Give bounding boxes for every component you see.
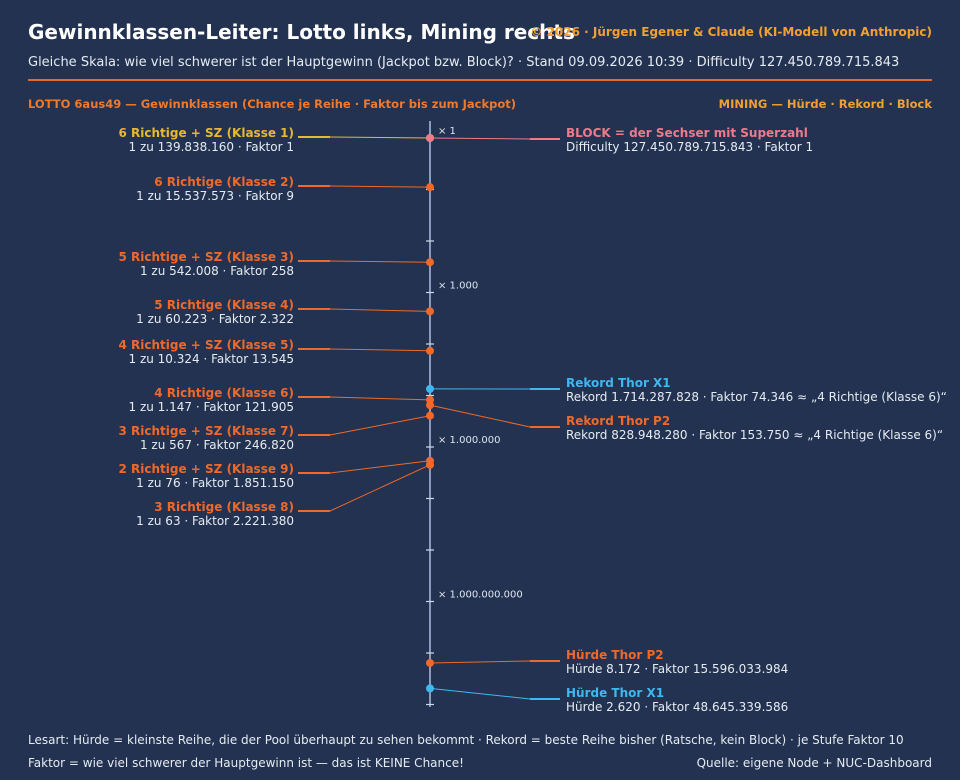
lotto-title: 6 Richtige + SZ (Klasse 1) xyxy=(118,126,294,140)
mining-marker xyxy=(426,684,434,693)
mining-title: Rekord Thor X1 xyxy=(566,376,671,390)
mining-connector xyxy=(429,660,531,664)
mining-detail: Rekord 1.714.287.828 · Faktor 74.346 ≈ „… xyxy=(566,390,947,404)
lotto-connector xyxy=(329,396,431,401)
mining-label: Hürde Thor X1 Hürde 2.620 · Faktor 48.645… xyxy=(566,686,788,714)
mining-detail: Rekord 828.948.280 · Faktor 153.750 ≈ „4… xyxy=(566,428,944,442)
lotto-connector xyxy=(329,136,431,139)
mining-detail: Hürde 2.620 · Faktor 48.645.339.586 xyxy=(566,700,789,714)
header-divider xyxy=(28,79,932,81)
footer-legend: Lesart: Hürde = kleinste Reihe, die der … xyxy=(28,733,904,747)
lotto-label: 2 Richtige + SZ (Klasse 9) 1 zu 76 · Fakt… xyxy=(119,462,294,490)
lotto-connector xyxy=(329,260,431,263)
lotto-title: 3 Richtige (Klasse 8) xyxy=(154,500,294,514)
mining-marker xyxy=(426,384,434,393)
mining-connector xyxy=(429,137,531,140)
scale-label: × 1 xyxy=(438,126,456,137)
lotto-title: 6 Richtige (Klasse 2) xyxy=(154,175,294,189)
mining-marker xyxy=(426,134,434,142)
lotto-title: 3 Richtige + SZ (Klasse 7) xyxy=(118,424,294,438)
lotto-marker xyxy=(426,307,434,316)
lotto-label: 5 Richtige + SZ (Klasse 3) 1 zu 542.008 ·… xyxy=(119,250,294,278)
scale-label: × 1.000.000.000 xyxy=(438,590,523,601)
copyright-notice: © 2026 · Jürgen Egener & Claude (KI-Mode… xyxy=(530,25,932,39)
lotto-connector xyxy=(329,185,431,188)
mining-title: Hürde Thor X1 xyxy=(566,686,665,700)
scale-label: × 1.000.000 xyxy=(438,435,500,446)
lotto-title: 2 Richtige + SZ (Klasse 9) xyxy=(118,462,294,476)
lotto-title: 5 Richtige + SZ (Klasse 3) xyxy=(118,250,294,264)
lotto-detail: 1 zu 1.147 · Faktor 121.905 xyxy=(128,400,295,414)
lotto-label: 4 Richtige + SZ (Klasse 5) 1 zu 10.324 · … xyxy=(119,338,294,366)
page-title: Gewinnklassen-Leiter: Lotto links, Minin… xyxy=(28,20,575,44)
lotto-detail: 1 zu 10.324 · Faktor 13.545 xyxy=(128,352,295,366)
mining-marker xyxy=(426,401,434,410)
lotto-detail: 1 zu 60.223 · Faktor 2.322 xyxy=(136,312,294,326)
lotto-label: 3 Richtige + SZ (Klasse 7) 1 zu 567 · Fak… xyxy=(119,424,294,452)
lotto-detail: 1 zu 567 · Faktor 246.820 xyxy=(139,438,294,452)
mining-connector xyxy=(429,404,531,428)
lotto-connector xyxy=(329,308,431,312)
lotto-detail: 1 zu 63 · Faktor 2.221.380 xyxy=(136,514,294,528)
lotto-title: 4 Richtige + SZ (Klasse 5) xyxy=(118,338,294,352)
footer-source: Quelle: eigene Node + NUC-Dashboard xyxy=(696,756,932,770)
mining-label: BLOCK = der Sechser mit Superzahl Difficu… xyxy=(566,126,813,154)
lotto-connector xyxy=(329,460,431,474)
lotto-detail: 1 zu 15.537.573 · Faktor 9 xyxy=(136,189,294,203)
mining-label: Rekord Thor P2 Rekord 828.948.280 · Fakto… xyxy=(566,414,943,442)
lotto-marker xyxy=(426,258,434,267)
lotto-title: 4 Richtige (Klasse 6) xyxy=(154,386,294,400)
lotto-connector xyxy=(329,464,431,512)
mining-column-heading: MINING — Hürde · Rekord · Block xyxy=(718,97,932,111)
lotto-title: 5 Richtige (Klasse 4) xyxy=(154,298,294,312)
lotto-marker xyxy=(426,183,434,192)
mining-marker xyxy=(426,658,434,667)
mining-label: Hürde Thor P2 Hürde 8.172 · Faktor 15.596… xyxy=(566,648,788,676)
scale-label: × 1.000 xyxy=(438,281,478,292)
lotto-connector xyxy=(329,415,431,436)
mining-title: BLOCK = der Sechser mit Superzahl xyxy=(566,126,808,140)
lotto-label: 6 Richtige (Klasse 2) 1 zu 15.537.573 · F… xyxy=(136,175,294,203)
lotto-detail: 1 zu 542.008 · Faktor 258 xyxy=(139,264,294,278)
mining-title: Rekord Thor P2 xyxy=(566,414,671,428)
mining-connector xyxy=(429,687,531,700)
lotto-label: 3 Richtige (Klasse 8) 1 zu 63 · Faktor 2.… xyxy=(136,500,294,528)
lotto-marker xyxy=(426,411,434,420)
page-subtitle: Gleiche Skala: wie viel schwerer ist der… xyxy=(28,55,900,70)
mining-label: Rekord Thor X1 Rekord 1.714.287.828 · Fak… xyxy=(566,376,947,404)
mining-detail: Hürde 8.172 · Faktor 15.596.033.984 xyxy=(566,662,789,676)
lotto-connector xyxy=(329,348,431,352)
lotto-label: 5 Richtige (Klasse 4) 1 zu 60.223 · Fakto… xyxy=(136,298,294,326)
lotto-label: 6 Richtige + SZ (Klasse 1) 1 zu 139.838.1… xyxy=(119,126,294,154)
lotto-detail: 1 zu 139.838.160 · Faktor 1 xyxy=(128,140,295,154)
footer-note: Faktor = wie viel schwerer der Hauptgewi… xyxy=(28,756,464,770)
lotto-detail: 1 zu 76 · Faktor 1.851.150 xyxy=(136,476,294,490)
lotto-column-heading: LOTTO 6aus49 — Gewinnklassen (Chance je … xyxy=(28,97,517,111)
mining-title: Hürde Thor P2 xyxy=(566,648,664,662)
lotto-marker xyxy=(426,346,434,355)
lotto-marker xyxy=(426,460,434,469)
lotto-label: 4 Richtige (Klasse 6) 1 zu 1.147 · Faktor… xyxy=(129,386,295,414)
mining-detail: Difficulty 127.450.789.715.843 · Faktor … xyxy=(566,140,814,154)
